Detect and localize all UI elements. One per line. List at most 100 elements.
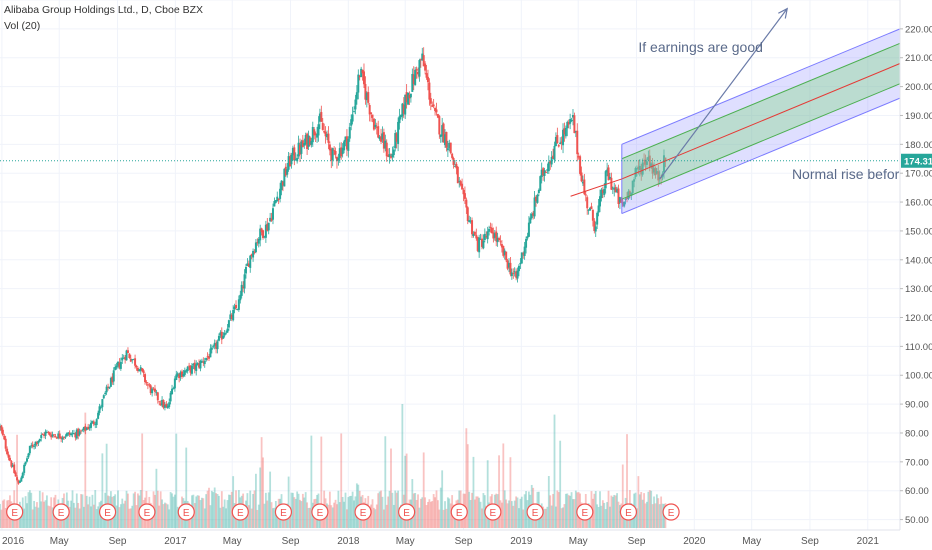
candle-body: [626, 198, 629, 200]
volume-bar: [50, 497, 53, 528]
volume-bar: [90, 506, 92, 528]
price-tick-label: 170.00: [905, 169, 932, 180]
candle-body: [313, 129, 316, 136]
candle-body: [324, 131, 327, 137]
earnings-marker-label: E: [104, 508, 111, 519]
price-tick-label: 130.00: [905, 284, 932, 295]
candle-body: [357, 74, 360, 93]
candle-body: [158, 401, 161, 403]
volume-bar: [657, 498, 660, 528]
candle-body: [77, 428, 80, 436]
volume-bar: [559, 440, 562, 528]
candle-body: [522, 253, 525, 255]
candle-body: [388, 154, 391, 158]
volume-bar: [441, 470, 444, 528]
volume-bar: [424, 497, 427, 528]
candle-body: [156, 392, 159, 401]
candle-body: [326, 134, 329, 138]
candle-body: [124, 356, 127, 360]
volume-bar: [478, 497, 481, 528]
price-tick-label: 100.00: [905, 371, 932, 382]
candle-body: [355, 92, 358, 100]
candle-body: [482, 240, 485, 249]
volume-bar: [232, 476, 235, 528]
candle-body: [311, 126, 314, 143]
volume-bar: [23, 508, 26, 528]
volume-bar: [498, 455, 500, 528]
candle-body: [415, 69, 418, 71]
candle-body: [165, 403, 168, 407]
volume-bar: [660, 496, 663, 528]
candle-body: [449, 142, 452, 153]
candle-body: [18, 480, 21, 483]
volume-bar: [331, 507, 334, 528]
candle-body: [354, 99, 357, 110]
candle-body: [105, 386, 108, 393]
candle-body: [344, 136, 347, 142]
candle-body: [242, 286, 245, 289]
volume-indicator-legend[interactable]: Vol (20): [4, 20, 41, 32]
candle-body: [371, 114, 374, 118]
candle-body: [574, 131, 577, 133]
candle-body: [337, 157, 340, 161]
candle-body: [144, 374, 147, 383]
candle-body: [587, 209, 590, 211]
candle-body: [222, 335, 225, 339]
candle-body: [644, 159, 647, 165]
volume-bar: [210, 490, 213, 528]
volume-bar: [562, 507, 564, 528]
chart-symbol-legend[interactable]: Alibaba Group Holdings Ltd., D, Cboe BZX: [4, 4, 204, 16]
arrow-head-icon: [778, 7, 789, 19]
candle-body: [246, 263, 249, 266]
candle-body: [375, 127, 378, 128]
volume-bar: [247, 505, 250, 528]
candle-body: [543, 170, 546, 176]
candle-body: [209, 348, 212, 358]
candle-body: [662, 155, 665, 173]
candle-body: [4, 438, 7, 449]
candle-body: [426, 76, 429, 83]
price-tick-label: 210.00: [905, 53, 932, 64]
volume-bar: [398, 507, 401, 528]
candle-body: [274, 200, 277, 203]
volume-bar: [418, 507, 421, 528]
volume-bar: [563, 504, 566, 528]
candle-body: [280, 180, 283, 190]
candle-body: [35, 442, 38, 445]
time-tick-label: 2021: [857, 536, 880, 547]
volume-bar: [405, 453, 408, 528]
volume-bar: [27, 492, 30, 528]
volume-bar: [203, 508, 206, 528]
candle-body: [45, 431, 48, 433]
candle-body: [78, 431, 81, 435]
candle-body: [664, 157, 667, 161]
candle-body: [478, 237, 481, 253]
candle-body: [249, 255, 252, 268]
earnings-marker-label: E: [625, 508, 632, 519]
volume-bar: [519, 498, 522, 528]
candle-body: [581, 181, 584, 184]
time-tick-label: Sep: [109, 536, 127, 547]
candle-body: [392, 149, 395, 156]
volume-bar: [291, 492, 294, 528]
forecast-arrow: [659, 7, 789, 180]
candle-body: [381, 133, 384, 140]
candle-body: [300, 141, 303, 154]
candle-body: [155, 392, 158, 394]
candle-body: [343, 141, 346, 151]
volume-bar: [300, 501, 303, 528]
candle-body: [590, 206, 593, 210]
candle-body: [418, 60, 421, 77]
channel-outer-line: [621, 28, 901, 145]
volume-bar: [613, 494, 616, 528]
candle-body: [604, 171, 607, 189]
volume-bar: [542, 506, 545, 528]
candle-body: [80, 430, 83, 432]
volume-bar: [41, 492, 44, 528]
candle-body: [256, 242, 259, 243]
volume-bar: [78, 508, 81, 528]
candle-body: [506, 260, 509, 269]
candle-body: [284, 166, 287, 176]
volume-bar: [92, 504, 95, 528]
